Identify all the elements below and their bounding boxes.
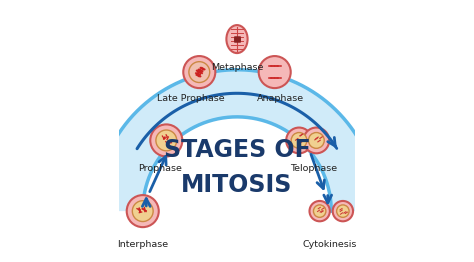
Text: STAGES OF: STAGES OF	[164, 138, 310, 162]
Text: Interphase: Interphase	[117, 240, 168, 249]
Polygon shape	[96, 70, 378, 211]
Circle shape	[156, 130, 177, 151]
Circle shape	[259, 56, 291, 88]
Text: Anaphase: Anaphase	[257, 94, 304, 102]
Text: Cytokinesis: Cytokinesis	[303, 240, 357, 249]
Circle shape	[303, 128, 329, 153]
Circle shape	[313, 205, 326, 217]
Circle shape	[291, 133, 307, 148]
Circle shape	[132, 201, 153, 222]
Circle shape	[333, 201, 353, 221]
Circle shape	[127, 195, 159, 227]
Text: Telophase: Telophase	[290, 164, 337, 173]
Circle shape	[183, 56, 215, 88]
Text: Prophase: Prophase	[138, 164, 182, 173]
Circle shape	[150, 124, 182, 156]
Circle shape	[286, 128, 312, 153]
Circle shape	[309, 133, 324, 148]
Text: Metaphase: Metaphase	[211, 63, 263, 72]
Circle shape	[310, 201, 330, 221]
Circle shape	[189, 62, 210, 83]
Text: Late Prophase: Late Prophase	[157, 94, 225, 102]
Circle shape	[337, 205, 349, 217]
Ellipse shape	[227, 25, 247, 53]
Text: MITOSIS: MITOSIS	[182, 173, 292, 197]
